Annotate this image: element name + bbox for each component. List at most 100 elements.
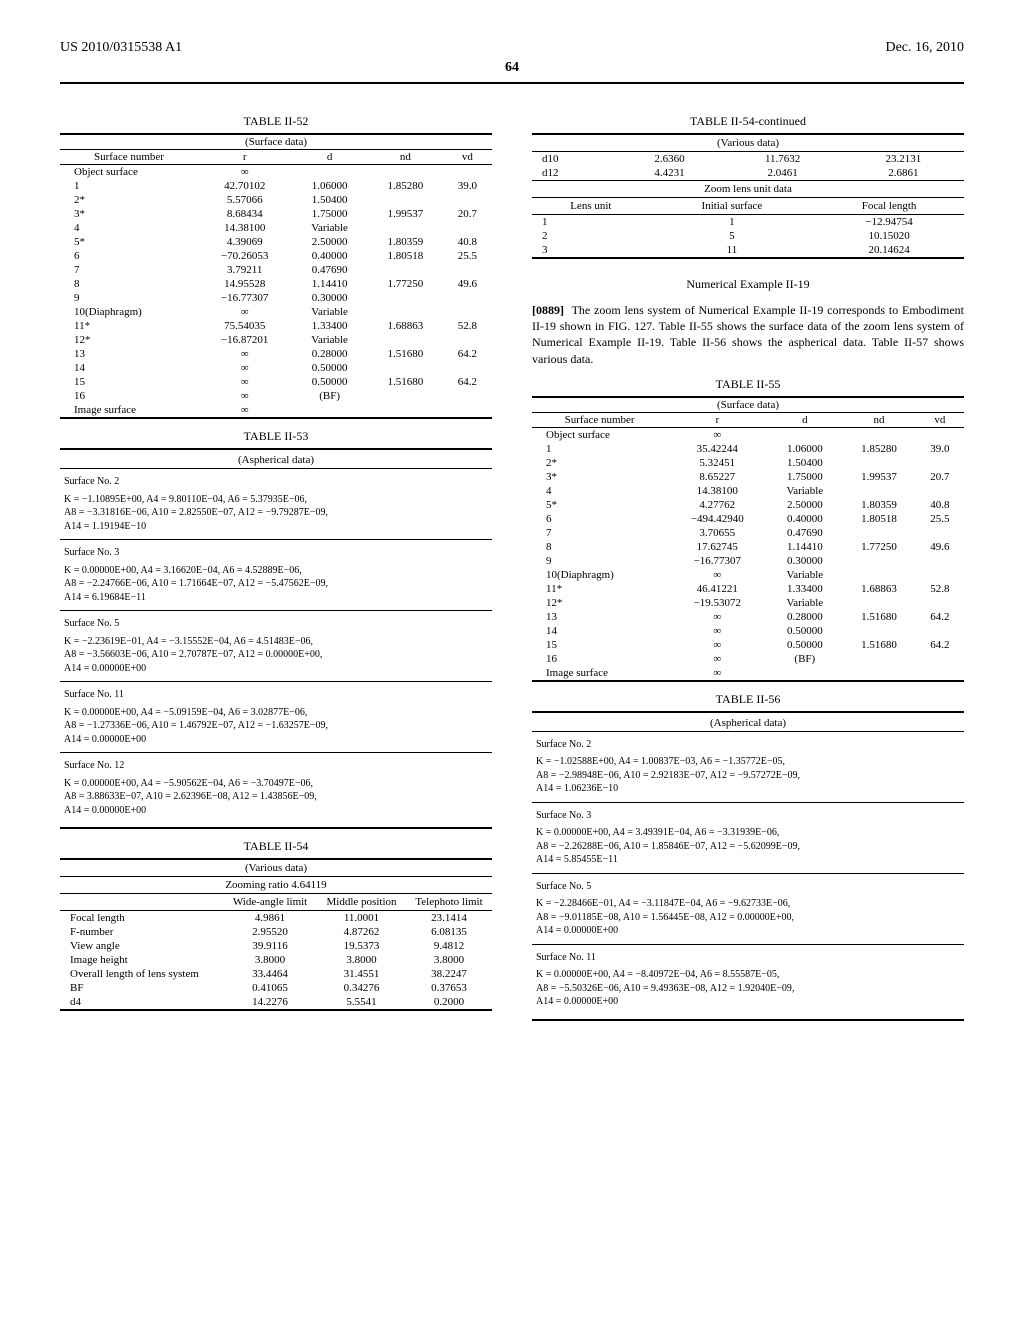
publication-date: Dec. 16, 2010 [885,40,964,56]
column-header: nd [368,150,443,165]
coefficient-line: K = 0.00000E+00, A4 = 3.16620E−04, A6 = … [64,564,488,578]
table-row: Object surface∞ [60,165,492,180]
aspherical-entry: Surface No. 5K = −2.23619E−01, A4 = −3.1… [60,610,492,681]
coefficient-line: A14 = 0.00000E+00 [64,733,488,747]
table-row: 817.627451.144101.7725049.6 [532,540,964,554]
table-row: BF0.410650.342760.37653 [60,981,492,995]
table-row: 11*75.540351.334001.6886352.8 [60,319,492,333]
coefficient-line: A14 = 6.19684E−11 [64,591,488,605]
aspherical-entry: Surface No. 3 K = 0.00000E+00, A4 = 3.493… [532,802,964,873]
coefficient-line: K = 0.00000E+00, A4 = −5.09159E−04, A6 =… [64,706,488,720]
coefficient-line: A8 = −2.26288E−06, A10 = 1.85846E−07, A1… [536,840,960,854]
table-row: 6−494.429400.400001.8051825.5 [532,512,964,526]
surface-label: Surface No. 3 [64,546,488,560]
table-52-subtitle: (Surface data) [60,134,492,150]
coefficient-line: A8 = −9.01185E−08, A10 = 1.56445E−08, A1… [536,911,960,925]
coefficient-line: K = 0.00000E+00, A4 = −8.40972E−04, A6 =… [536,968,960,982]
table-row: Focal length4.986111.000123.1414 [60,911,492,926]
aspherical-entry: Surface No. 12K = 0.00000E+00, A4 = −5.9… [60,752,492,823]
table-row: Image height3.80003.80003.8000 [60,953,492,967]
table-row: 9−16.773070.30000 [60,291,492,305]
surface-label: Surface No. 3 [536,809,960,823]
table-row: 16∞(BF) [60,389,492,403]
table-54c-subtitle: (Various data) [532,135,964,152]
table-row: 814.955281.144101.7725049.6 [60,277,492,291]
column-header: Wide-angle limit [223,894,317,911]
table-row: 10(Diaphragm)∞Variable [532,568,964,582]
table-row: Image surface∞ [532,666,964,681]
coefficient-line: A8 = −1.27336E−06, A10 = 1.46792E−07, A1… [64,719,488,733]
aspherical-entry: Surface No. 11 K = 0.00000E+00, A4 = −5.0… [60,681,492,752]
example-heading: Numerical Example II-19 [532,277,964,292]
coefficient-line: K = 0.00000E+00, A4 = 3.49391E−04, A6 = … [536,826,960,840]
left-column: TABLE II-52 (Surface data) Surface numbe… [60,104,492,1021]
coefficient-line: K = −2.28466E−01, A4 = −3.11847E−04, A6 … [536,897,960,911]
surface-label: Surface No. 5 [536,880,960,894]
column-header [60,894,223,911]
surface-label: Surface No. 2 [64,475,488,489]
aspherical-entry: Surface No. 3 K = 0.00000E+00, A4 = 3.166… [60,539,492,610]
aspherical-entry: Surface No. 5 K = −2.28466E−01, A4 = −3.1… [532,873,964,944]
coefficient-line: A14 = 5.85455E−11 [536,853,960,867]
surface-label: Surface No. 12 [64,759,488,773]
table-56-title: TABLE II-56 [532,692,964,707]
table-row: 11−12.94754 [532,215,964,230]
coefficient-line: A8 = −3.31816E−06, A10 = 2.82550E−07, A1… [64,506,488,520]
table-row: F-number2.955204.872626.08135 [60,925,492,939]
header-rule [60,82,964,84]
coefficient-line: A14 = 0.00000E+00 [64,804,488,818]
table-53: (Aspherical data) Surface No. 2 K = −1.10… [60,448,492,829]
table-row: 16∞(BF) [532,652,964,666]
table-54-title: TABLE II-54 [60,839,492,854]
table-row: 15∞0.500001.5168064.2 [532,638,964,652]
table-row: 73.792110.47690 [60,263,492,277]
coefficient-line: A14 = 1.06236E−10 [536,782,960,796]
table-row: 10(Diaphragm)∞Variable [60,305,492,319]
table-row: 6−70.260530.400001.8051825.5 [60,249,492,263]
aspherical-entry: Surface No. 2 K = −1.10895E+00, A4 = 9.80… [60,468,492,539]
table-row: 2*5.570661.50400 [60,193,492,207]
column-header: r [198,150,291,165]
table-55-subtitle: (Surface data) [532,397,964,413]
column-header: nd [842,412,916,427]
surface-label: Surface No. 11 [536,951,960,965]
para-text: The zoom lens system of Numerical Exampl… [532,303,964,366]
table-54c-title: TABLE II-54-continued [532,114,964,129]
column-header: r [667,412,767,427]
paragraph-0889: [0889] The zoom lens system of Numerical… [532,302,964,367]
coefficient-line: K = −1.02588E+00, A4 = 1.00837E−03, A6 =… [536,755,960,769]
column-header: d [767,412,842,427]
page-number: 64 [60,60,964,76]
coefficient-line: A14 = 0.00000E+00 [536,995,960,1009]
surface-label: Surface No. 11 [64,688,488,702]
table-row: 5*4.277622.500001.8035940.8 [532,498,964,512]
table-row: Overall length of lens system33.446431.4… [60,967,492,981]
table-52: (Surface data) Surface numberrdndvd Obje… [60,133,492,419]
table-row: d102.636011.763223.2131 [532,152,964,166]
table-row: 414.38100Variable [532,484,964,498]
table-row: 135.422441.060001.8528039.0 [532,442,964,456]
table-54-subtitle: (Various data) [60,860,492,877]
aspherical-entry: Surface No. 2K = −1.02588E+00, A4 = 1.00… [532,731,964,802]
column-header: Initial surface [650,198,814,215]
coefficient-line: A14 = 1.19194E−10 [64,520,488,534]
table-54-zoom-ratio: Zooming ratio 4.64119 [60,877,492,894]
table-row: Object surface∞ [532,427,964,442]
table-row: 3*8.684341.750001.9953720.7 [60,207,492,221]
right-column: TABLE II-54-continued (Various data) d10… [532,104,964,1021]
table-53-subtitle: (Aspherical data) [60,454,492,466]
table-row: 3*8.652271.750001.9953720.7 [532,470,964,484]
coefficient-line: K = −1.10895E+00, A4 = 9.80110E−04, A6 =… [64,493,488,507]
coefficient-line: A8 = −3.56603E−06, A10 = 2.70787E−07, A1… [64,648,488,662]
coefficient-line: K = −2.23619E−01, A4 = −3.15552E−04, A6 … [64,635,488,649]
table-54-continued: (Various data) d102.636011.763223.2131d1… [532,133,964,259]
column-header: Lens unit [532,198,650,215]
column-header: Surface number [532,412,667,427]
table-55-title: TABLE II-55 [532,377,964,392]
table-row: 15∞0.500001.5168064.2 [60,375,492,389]
table-row: 14∞0.50000 [60,361,492,375]
coefficient-line: A8 = −2.24766E−06, A10 = 1.71664E−07, A1… [64,577,488,591]
column-header: vd [916,412,964,427]
coefficient-line: A14 = 0.00000E+00 [64,662,488,676]
table-row: d414.22765.55410.2000 [60,995,492,1009]
